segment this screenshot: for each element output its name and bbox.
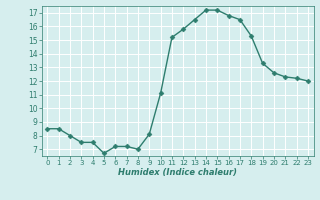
X-axis label: Humidex (Indice chaleur): Humidex (Indice chaleur) [118, 168, 237, 177]
